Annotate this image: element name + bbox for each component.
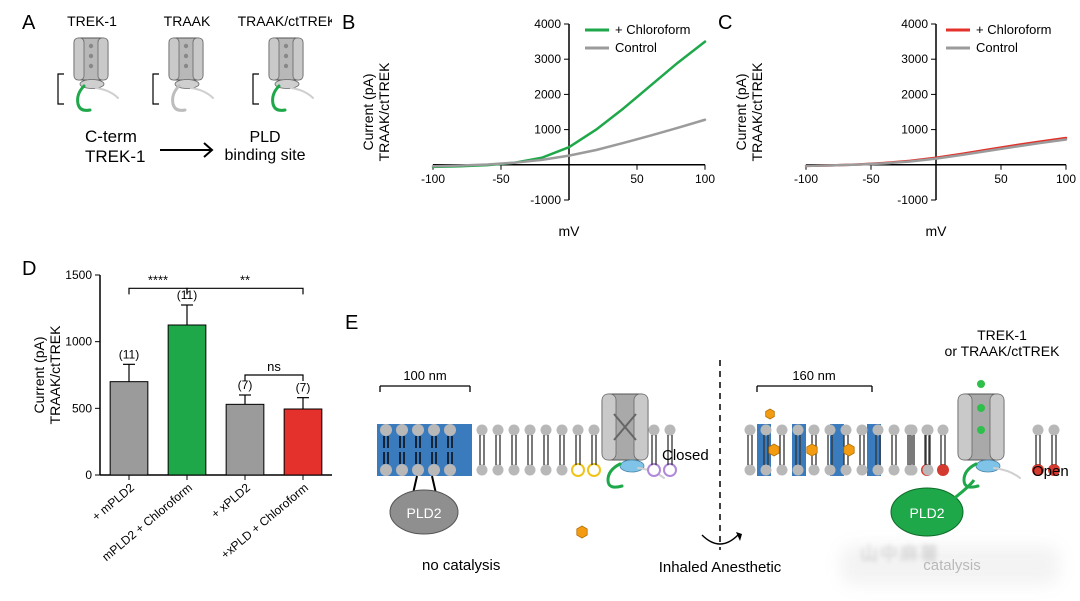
- svg-text:Closed: Closed: [662, 447, 709, 464]
- svg-text:(11): (11): [119, 347, 139, 361]
- svg-text:50: 50: [630, 172, 644, 186]
- svg-text:4000: 4000: [901, 17, 928, 31]
- svg-text:Open: Open: [1032, 463, 1069, 480]
- svg-text:1000: 1000: [901, 123, 928, 137]
- svg-text:-1000: -1000: [897, 193, 928, 207]
- svg-text:1000: 1000: [65, 335, 92, 349]
- svg-text:TREK-1: TREK-1: [977, 327, 1027, 343]
- svg-text:1000: 1000: [534, 123, 561, 137]
- svg-text:-100: -100: [794, 172, 818, 186]
- svg-text:PLD2: PLD2: [406, 505, 441, 521]
- panel-a-svg: TREK-1TRAAKTRAAK/ctTREKC-termTREK-1PLDbi…: [40, 12, 332, 202]
- svg-text:3000: 3000: [901, 52, 928, 66]
- panel-b-svg: -100 -50 50 100 -1000 1000 2000 3000 4000 + Chlor…: [355, 10, 715, 242]
- svg-text:no catalysis: no catalysis: [422, 557, 500, 574]
- svg-text:binding site: binding site: [225, 147, 306, 164]
- svg-text:1500: 1500: [65, 268, 92, 282]
- svg-text:ns: ns: [267, 359, 281, 374]
- svg-text:3000: 3000: [534, 52, 561, 66]
- svg-text:TRAAK: TRAAK: [164, 13, 211, 29]
- svg-text:TRAAK/ctTREK: TRAAK/ctTREK: [47, 325, 63, 424]
- svg-text:TRAAK/ctTREK: TRAAK/ctTREK: [376, 62, 392, 161]
- svg-text:Inhaled Anesthetic: Inhaled Anesthetic: [659, 559, 782, 576]
- svg-text:PLD2: PLD2: [909, 505, 944, 521]
- svg-text:Control: Control: [615, 40, 657, 55]
- svg-text:Current (pA): Current (pA): [733, 73, 749, 150]
- panel-label-a: A: [22, 12, 35, 35]
- svg-text:mV: mV: [926, 223, 948, 239]
- svg-text:160 nm: 160 nm: [792, 368, 835, 383]
- svg-text:100: 100: [1056, 172, 1076, 186]
- svg-text:Current (pA): Current (pA): [31, 336, 47, 413]
- panel-label-b: B: [342, 12, 355, 35]
- svg-text:+ Chloroform: + Chloroform: [976, 22, 1052, 37]
- svg-text:-1000: -1000: [530, 193, 561, 207]
- svg-text:PLD: PLD: [249, 129, 280, 146]
- svg-text:-100: -100: [421, 172, 445, 186]
- svg-text:**: **: [240, 272, 250, 287]
- svg-text:100 nm: 100 nm: [403, 368, 446, 383]
- svg-text:mV: mV: [559, 223, 581, 239]
- svg-text:TRAAK/ctTREK: TRAAK/ctTREK: [749, 62, 765, 161]
- svg-text:(7): (7): [296, 381, 311, 395]
- svg-text:100: 100: [695, 172, 715, 186]
- svg-text:500: 500: [72, 401, 92, 415]
- svg-text:TREK-1: TREK-1: [85, 147, 145, 166]
- svg-text:-50: -50: [492, 172, 510, 186]
- svg-text:2000: 2000: [901, 87, 928, 101]
- svg-text:Current (pA): Current (pA): [360, 73, 376, 150]
- svg-text:-50: -50: [862, 172, 880, 186]
- svg-text:C-term: C-term: [85, 127, 137, 146]
- watermark-text: 山中麻薯: [860, 540, 940, 566]
- svg-text:+ mPLD2: + mPLD2: [89, 480, 137, 523]
- svg-text:+ Chloroform: + Chloroform: [615, 22, 691, 37]
- svg-text:****: ****: [148, 272, 168, 287]
- svg-text:or TRAAK/ctTREK: or TRAAK/ctTREK: [945, 343, 1061, 359]
- panel-c-svg: -100 -50 50 100 -1000 1000 2000 3000 4000 + Chlor…: [728, 10, 1076, 242]
- svg-text:TREK-1: TREK-1: [67, 13, 117, 29]
- svg-text:4000: 4000: [534, 17, 561, 31]
- svg-text:50: 50: [994, 172, 1008, 186]
- panel-d-svg: 0 500 1000 1500 Current (pA)TRAAK/ctTREK (11)…: [30, 255, 340, 595]
- svg-text:TRAAK/ctTREK: TRAAK/ctTREK: [238, 13, 332, 29]
- svg-text:2000: 2000: [534, 87, 561, 101]
- svg-text:Control: Control: [976, 40, 1018, 55]
- svg-text:0: 0: [85, 468, 92, 482]
- svg-text:+ xPLD2: + xPLD2: [208, 480, 253, 521]
